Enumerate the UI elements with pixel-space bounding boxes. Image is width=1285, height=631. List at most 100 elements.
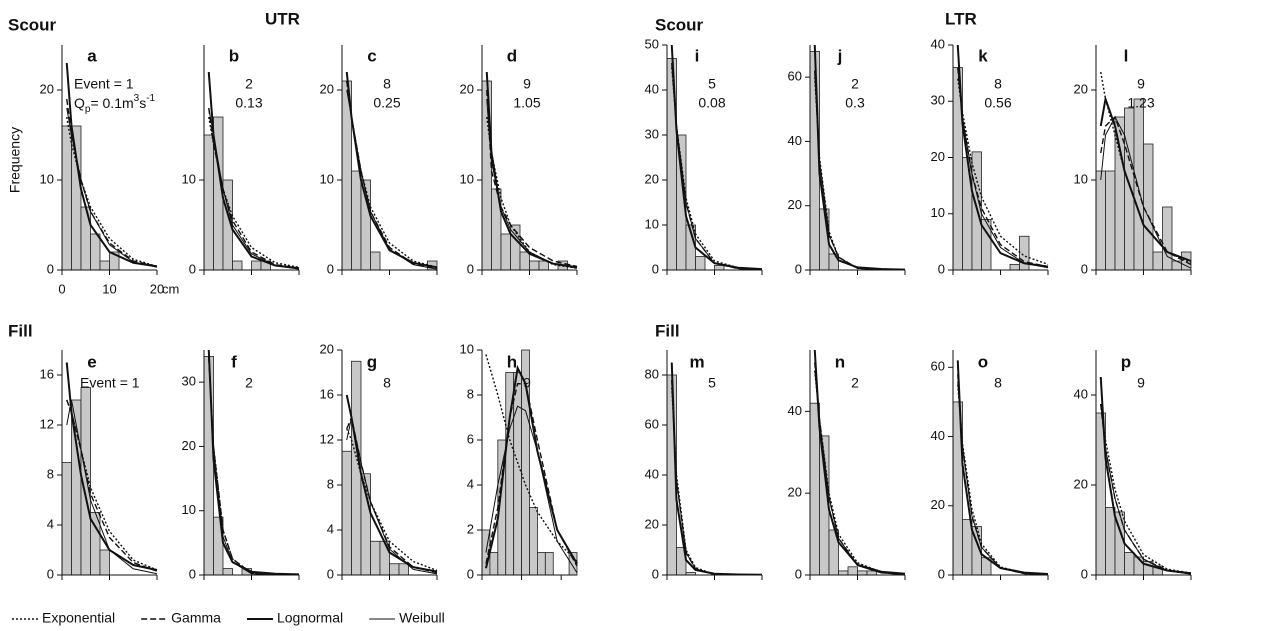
y-tick-label: 4 [47,516,54,531]
bar [370,540,381,576]
fit-curve [1100,115,1192,269]
y-tick-label: 60 [788,69,802,84]
y-tick-label: 0 [467,261,474,276]
panel-letter: d [507,46,517,65]
legend-label: Exponential [42,610,115,626]
bar [513,372,522,576]
fit-curve [486,98,578,269]
bar [537,552,546,576]
qp-part: 3 [134,93,140,104]
y-tick-label: 20 [645,516,659,531]
bar [61,462,72,576]
y-tick-label: 0 [938,261,945,276]
panel: 0 2 4 6 8 10 h9 [460,341,578,581]
x-tick-label: 20 [150,281,164,296]
panel-letter: o [978,352,988,371]
panel-letter: e [87,352,96,371]
y-tick-label: 10 [320,171,334,186]
y-axis-label: Frequency [7,127,23,193]
panel-letter: c [367,46,376,65]
bar [1133,98,1144,271]
group-title: UTR [265,9,300,28]
panel: 0 10 20 30 40 50 i5 0.08 [645,36,763,276]
panel: 0 10 20 30 f2 [182,349,300,581]
y-tick-label: 0 [189,261,196,276]
panel: 0 20 40 p9 [1074,350,1192,581]
bar [857,570,868,576]
bar [1152,251,1163,271]
fit-curve [671,67,763,270]
y-tick-label: 0 [189,566,196,581]
panel-letter: j [837,46,843,65]
panel-letter: m [689,352,704,371]
y-tick-label: 40 [645,466,659,481]
fit-curve [65,362,158,571]
fit-curve [65,62,158,268]
y-tick-label: 12 [40,416,54,431]
bar [370,251,381,271]
y-tick-label: 0 [327,566,334,581]
y-tick-label: 20 [40,81,54,96]
y-tick-label: 20 [931,149,945,164]
y-tick-label: 0 [47,566,54,581]
group-title: Scour [655,15,704,34]
y-tick-label: 20 [788,485,802,500]
bar [695,256,706,271]
y-tick-label: 10 [460,341,474,356]
panel-letter: g [367,352,377,371]
y-tick-label: 12 [320,431,334,446]
y-tick-label: 20 [1074,81,1088,96]
bar [489,552,499,576]
qp-label: 1.23 [1127,95,1154,111]
bar [500,233,511,271]
y-tick-label: 60 [645,416,659,431]
event-label: 5 [708,76,716,92]
legend-label: Lognormal [277,610,343,626]
panel-letter: n [835,352,845,371]
bar [232,260,243,271]
panel-letter: f [231,352,237,371]
fit-curve [66,107,158,268]
qp-part: p [85,104,91,115]
bar [529,507,538,576]
bar [222,568,233,576]
fit-curve [208,107,300,270]
event-label: 2 [851,76,859,92]
bar [1095,170,1106,271]
fit-curve [1099,95,1192,262]
y-tick-label: 30 [182,374,196,389]
fit-curve [814,370,906,575]
y-tick-label: 30 [645,126,659,141]
bar [61,125,72,271]
y-tick-label: 20 [788,197,802,212]
bar [529,260,540,271]
fit-curve [957,67,1049,269]
y-tick-label: 16 [320,386,334,401]
bar [398,563,409,576]
fit-curve [813,349,906,575]
bar [1019,235,1030,271]
event-label: Event = 1 [80,375,140,391]
bar [99,549,110,576]
qp-label: 0.25 [373,95,400,111]
event-label: 2 [851,375,859,391]
y-tick-label: 10 [40,171,54,186]
bar [1105,507,1116,576]
group-title: Fill [8,321,33,340]
fit-curve [957,78,1049,266]
y-tick-label: 20 [320,341,334,356]
qp-label: 0.13 [235,95,262,111]
fit-curve [1100,403,1192,575]
event-label: 8 [383,76,391,92]
x-tick-label: 0 [58,281,65,296]
fit-curve [66,116,158,268]
bar [99,260,110,271]
y-tick-label: 0 [652,261,659,276]
y-tick-label: 40 [645,81,659,96]
fit-curve [66,399,158,575]
y-tick-label: 50 [645,36,659,51]
group-title: Fill [655,321,680,340]
